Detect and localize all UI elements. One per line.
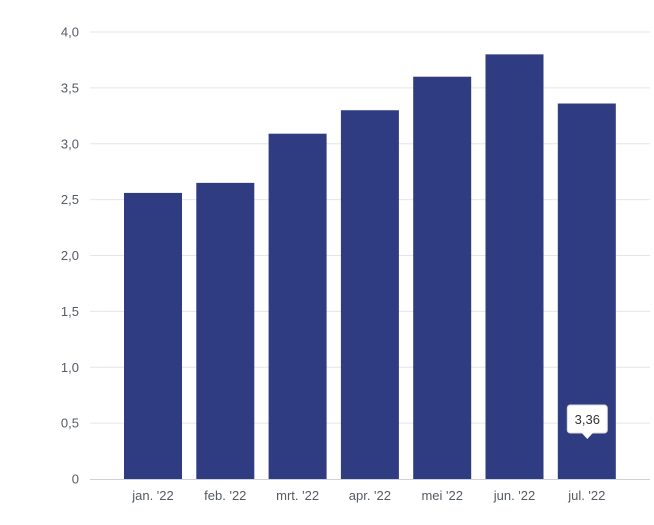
- y-tick-label: 1,0: [61, 360, 79, 375]
- y-tick-label: 2,0: [61, 248, 79, 263]
- bar[interactable]: [485, 54, 544, 479]
- x-tick-label: apr. '22: [349, 488, 391, 503]
- y-tick-label: 1,5: [61, 304, 79, 319]
- x-tick-label: feb. '22: [204, 488, 246, 503]
- y-tick-label: 2,5: [61, 192, 79, 207]
- tooltip: 3,36: [566, 404, 608, 439]
- bar[interactable]: [413, 76, 472, 479]
- x-tick-label: jan. '22: [131, 488, 174, 503]
- x-axis: jan. '22 feb. '22 mrt. '22 apr. '22 mei '22 j…: [131, 488, 605, 503]
- y-tick-label: 3,0: [61, 136, 79, 151]
- bar[interactable]: [124, 192, 182, 480]
- tooltip-pointer: [581, 432, 594, 439]
- tooltip-value: 3,36: [575, 412, 600, 427]
- y-tick-label: 0: [72, 472, 79, 487]
- y-axis: 0 0,5 1,0 1,5 2,0 2,5 3,0 3,5 4,0: [61, 25, 79, 487]
- bar[interactable]: [340, 110, 399, 479]
- x-tick-label: jul. '22: [567, 488, 605, 503]
- y-tick-label: 0,5: [61, 416, 79, 431]
- x-tick-label: mei '22: [421, 488, 463, 503]
- y-tick-label: 3,5: [61, 80, 79, 95]
- bar[interactable]: [196, 182, 255, 480]
- bar[interactable]: [268, 133, 327, 479]
- bars: [124, 54, 616, 480]
- x-tick-label: mrt. '22: [276, 488, 319, 503]
- y-tick-label: 4,0: [61, 25, 79, 40]
- x-tick-label: jun. '22: [493, 488, 536, 503]
